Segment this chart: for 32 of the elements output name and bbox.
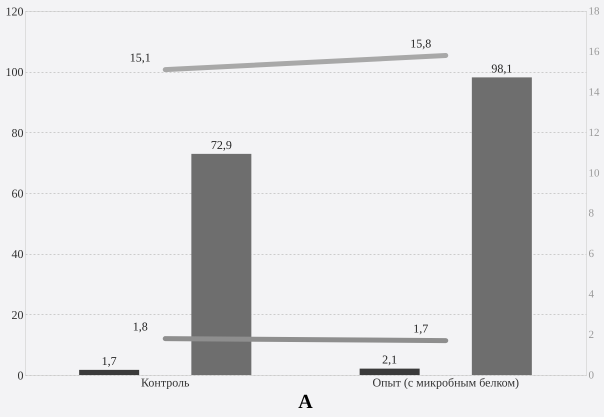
- y-tick-label: 60: [12, 186, 24, 200]
- y2-tick-label: 14: [588, 86, 600, 98]
- data-label: 1,8: [132, 320, 148, 334]
- bar: [191, 154, 252, 375]
- y2-tick-label: 8: [588, 208, 594, 220]
- data-label: 72,9: [210, 138, 232, 152]
- y2-tick-label: 10: [588, 167, 600, 180]
- x-tick-label: Контроль: [140, 376, 190, 390]
- bar: [472, 77, 532, 375]
- y-tick-label: 0: [18, 368, 24, 382]
- data-label: 15,8: [410, 36, 432, 50]
- y2-tick-label: 12: [588, 126, 600, 139]
- y2-tick-label: 4: [588, 288, 594, 301]
- y2-tick-label: 6: [588, 248, 594, 260]
- y-tick-label: 80: [12, 126, 24, 140]
- x-tick-label: Опыт (с микробным белком): [372, 376, 520, 390]
- data-label: 15,1: [130, 50, 151, 65]
- text: A: [298, 391, 314, 413]
- y-tick-label: 40: [12, 247, 24, 262]
- data-label: 1,7: [413, 322, 428, 336]
- bar: [360, 368, 420, 375]
- data-label: 1,7: [102, 354, 117, 368]
- data-label: 2,1: [382, 352, 398, 367]
- y2-tick-label: 0: [588, 370, 594, 382]
- y-tick-label: 100: [6, 65, 24, 80]
- y-tick-label: 20: [12, 308, 24, 322]
- y2-tick-label: 2: [588, 329, 594, 342]
- bar: [79, 370, 140, 375]
- y-tick-label: 120: [6, 4, 24, 18]
- y2-tick-label: 16: [588, 46, 600, 58]
- data-label: 98,1: [491, 61, 512, 76]
- y2-tick-label: 18: [588, 6, 600, 18]
